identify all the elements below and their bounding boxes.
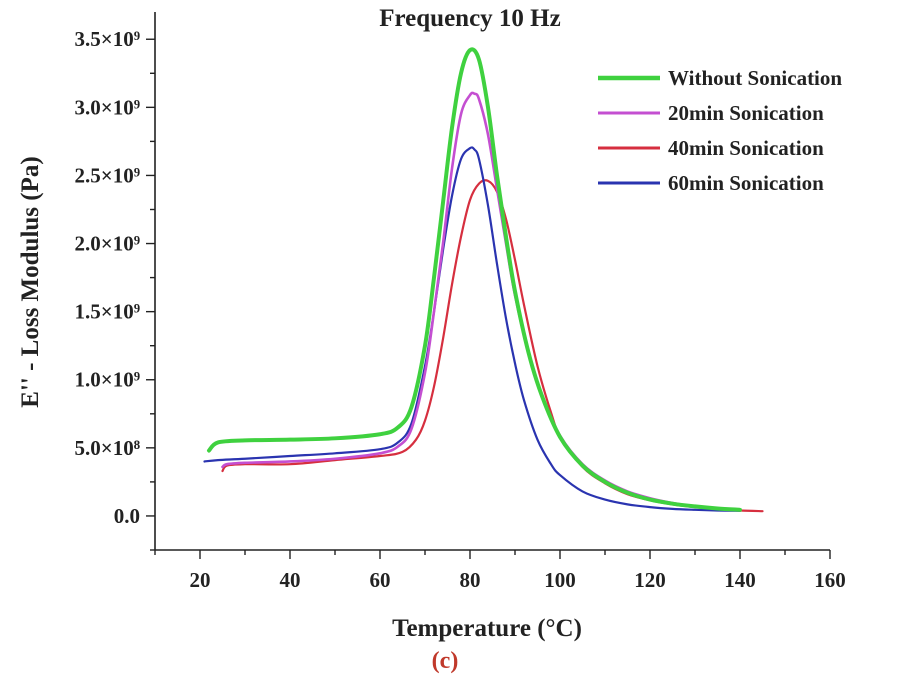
series-line-60min-sonication: [203, 146, 742, 512]
x-tick-label: 100: [544, 568, 576, 592]
x-tick-label: 160: [814, 568, 846, 592]
x-tick-label: 40: [280, 568, 301, 592]
axes: [154, 12, 830, 551]
panel-label: (c): [432, 648, 459, 674]
y-tick-label: 2.5×10⁹: [74, 163, 140, 187]
x-axis-label: Temperature (°C): [392, 615, 582, 642]
legend: Without Sonication 20min Sonication 40min …: [598, 66, 842, 195]
y-tick-label: 5.0×10⁸: [74, 436, 140, 460]
legend-label: 60min Sonication: [668, 171, 824, 195]
y-tick-label: 1.0×10⁹: [74, 368, 140, 392]
legend-label: Without Sonication: [668, 66, 842, 90]
x-tick-label: 80: [460, 568, 481, 592]
y-tick-label: 2.0×10⁹: [74, 232, 140, 256]
y-tick-label: 1.5×10⁹: [74, 300, 140, 324]
tick-labels: 20 40 60 80 100 120 140 160 0.0 5.0×10⁸ 1.0×10⁹ 1.5…: [74, 27, 845, 592]
series-lines: [203, 47, 764, 513]
y-tick-label: 3.0×10⁹: [74, 95, 140, 119]
legend-label: 40min Sonication: [668, 136, 824, 160]
x-tick-label: 20: [190, 568, 211, 592]
x-tick-label: 60: [370, 568, 391, 592]
chart-title: Frequency 10 Hz: [379, 5, 560, 32]
series-line-without-sonication: [207, 47, 742, 512]
series-line-20min-sonication: [221, 91, 742, 512]
y-tick-label: 0.0: [114, 504, 140, 528]
y-axis-label: E'' - Loss Modulus (Pa): [17, 156, 44, 407]
ticks: [146, 38, 831, 559]
x-tick-label: 120: [634, 568, 666, 592]
x-tick-label: 140: [724, 568, 756, 592]
legend-label: 20min Sonication: [668, 101, 824, 125]
y-tick-label: 3.5×10⁹: [74, 27, 140, 51]
